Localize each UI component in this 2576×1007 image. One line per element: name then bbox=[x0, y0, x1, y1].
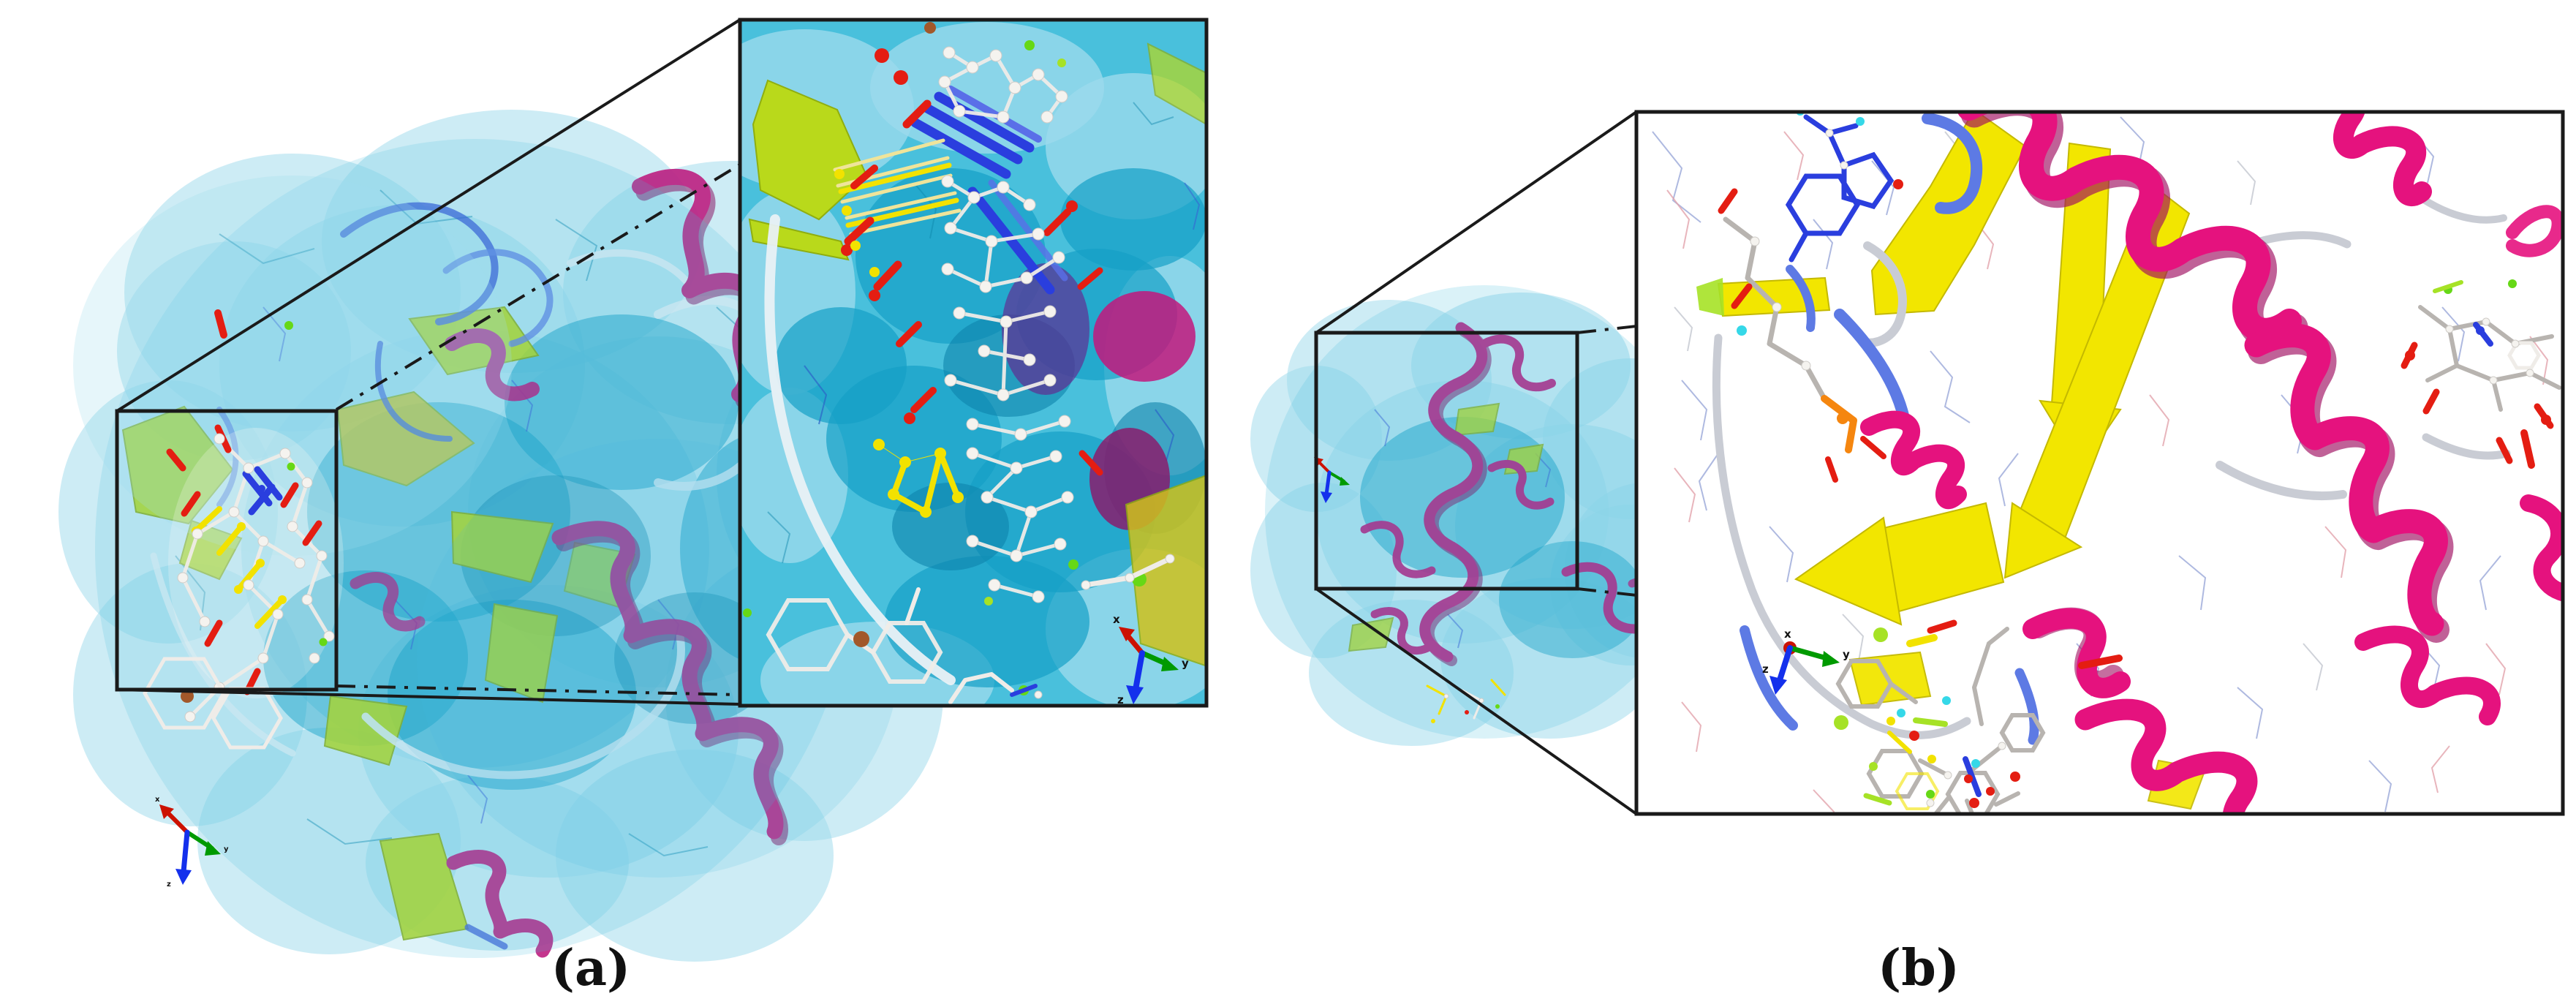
ligand-a-red-atoms bbox=[166, 424, 322, 695]
zoom-box-a bbox=[115, 409, 339, 692]
axis-y-label: y bbox=[1182, 657, 1189, 670]
ligand-b-specks bbox=[1426, 679, 1506, 723]
axis-z-label: z bbox=[1762, 663, 1769, 676]
panel-a-label: (a) bbox=[551, 939, 631, 997]
inset-a-yellow-cluster bbox=[834, 169, 964, 518]
inset-b-loops bbox=[1712, 113, 2511, 745]
ligand-a-blue-atoms bbox=[242, 466, 283, 516]
inset-a-magnified-site: x y z bbox=[738, 18, 1209, 708]
axis-gizmo-a: x y z bbox=[155, 796, 229, 889]
inset-b-magnified-view: x y z bbox=[1634, 110, 2565, 816]
inset-a-ligand-ensemble bbox=[743, 22, 1175, 704]
zoom-box-b bbox=[1314, 331, 1579, 591]
axis-z-label: z bbox=[167, 880, 171, 889]
inset-b-border bbox=[1634, 110, 2565, 816]
inset-a-bottom-rings bbox=[766, 587, 1014, 704]
protein-b-glaze bbox=[1265, 285, 1704, 739]
inset-b-ligand-bottom bbox=[1834, 619, 2123, 814]
axis-y-label: y bbox=[224, 845, 229, 853]
zoom-connectors-b bbox=[1315, 110, 1638, 815]
inset-b-ligand-right bbox=[2401, 279, 2561, 469]
panel-b-label: (b) bbox=[1878, 939, 1960, 997]
axis-x-label: x bbox=[1784, 627, 1791, 641]
inset-a-red-atoms bbox=[841, 48, 1103, 476]
ligand-a-ensemble bbox=[143, 309, 344, 750]
axis-x-label: x bbox=[155, 796, 160, 804]
axis-gizmo-inset-b: x y z bbox=[1762, 627, 1850, 695]
axis-y-label: y bbox=[1843, 648, 1850, 661]
inset-b-helices bbox=[1860, 112, 2563, 814]
axis-z-label: z bbox=[1117, 693, 1124, 706]
ligand-a-yellow-atoms bbox=[192, 506, 287, 629]
inset-a-border bbox=[738, 18, 1209, 708]
axis-gizmo-inset-a: x y z bbox=[1113, 613, 1189, 706]
ligand-a-white-atoms bbox=[177, 433, 335, 723]
inset-a-white-atoms bbox=[938, 46, 1074, 603]
zoom-connectors-a bbox=[116, 18, 741, 706]
axis-x-label: x bbox=[1113, 613, 1120, 626]
